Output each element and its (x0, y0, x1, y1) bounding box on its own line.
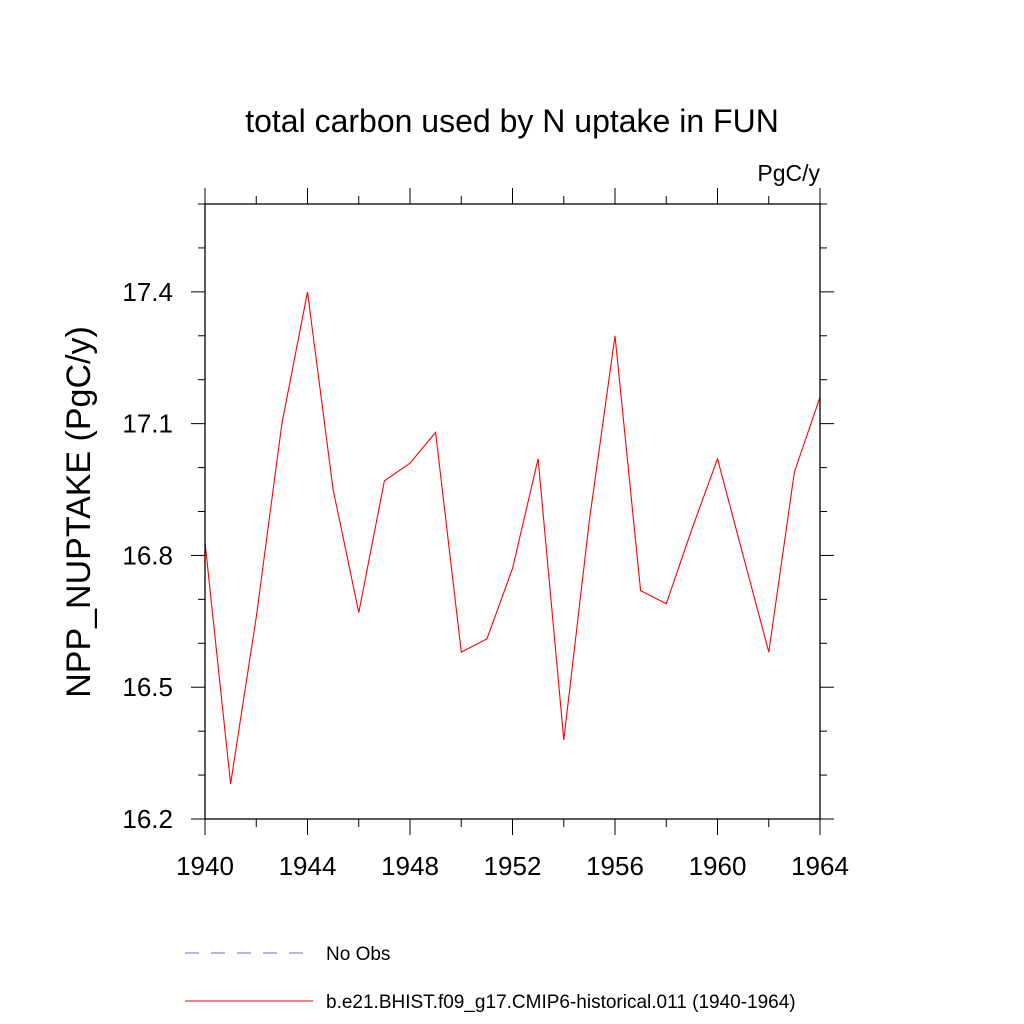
data-point (614, 335, 616, 337)
chart-title: total carbon used by N uptake in FUN (245, 103, 779, 139)
units-label: PgC/y (757, 160, 820, 186)
y-axis-label: NPP_NUPTAKE (PgC/y) (60, 326, 98, 698)
data-point (409, 462, 411, 464)
y-tick-label: 16.5 (122, 672, 173, 702)
x-tick-label: 1952 (484, 851, 542, 881)
data-point (255, 616, 257, 618)
plot-series (204, 291, 821, 785)
x-tick-label: 1940 (176, 851, 234, 881)
series-line (204, 291, 821, 784)
legend-label: No Obs (326, 944, 390, 965)
data-point (434, 431, 436, 433)
x-tick-label: 1964 (791, 851, 849, 881)
data-point (332, 488, 334, 490)
data-point (306, 291, 308, 293)
data-point (358, 611, 360, 613)
x-tick-label: 1948 (381, 851, 439, 881)
y-tick-labels: 16.2 16.5 16.8 17.1 17.4 (122, 277, 173, 834)
legend-label: b.e21.BHIST.f09_g17.CMIP6-historical.011… (326, 992, 796, 1013)
data-point (716, 458, 718, 460)
y-tick-label: 16.8 (122, 540, 173, 570)
x-tick-labels: 1940 1944 1948 1952 1956 1960 1964 (176, 851, 849, 881)
data-point (460, 651, 462, 653)
data-point (742, 554, 744, 556)
y-tick-label: 17.4 (122, 277, 173, 307)
plot-frame (204, 203, 821, 820)
data-point (588, 519, 590, 521)
data-point (691, 528, 693, 530)
legend: No Obs b.e21.BHIST.f09_g17.CMIP6-historic… (185, 944, 796, 1013)
data-point (537, 458, 539, 460)
y-tick-label: 16.2 (122, 804, 173, 834)
data-point (563, 739, 565, 741)
data-point (229, 783, 231, 785)
data-point (281, 422, 283, 424)
x-tick-label: 1956 (586, 851, 644, 881)
y-tick-label: 17.1 (122, 409, 173, 439)
x-tick-label: 1944 (279, 851, 337, 881)
x-tick-label: 1960 (689, 851, 747, 881)
data-point (383, 480, 385, 482)
data-point (768, 651, 770, 653)
data-point (665, 603, 667, 605)
data-point (511, 567, 513, 569)
data-point (793, 471, 795, 473)
data-point (639, 589, 641, 591)
axis-ticks (191, 188, 834, 835)
data-point (486, 638, 488, 640)
